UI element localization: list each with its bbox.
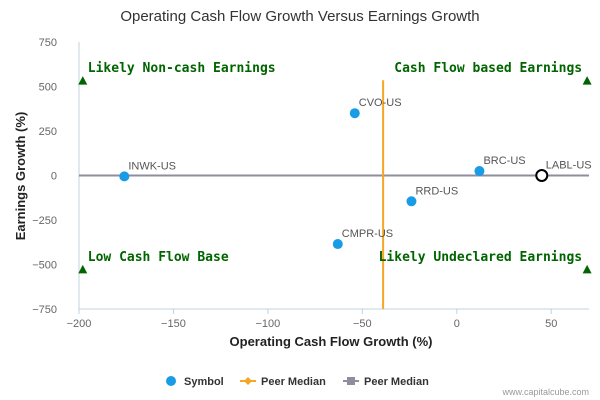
y-tick-label: 750 [39,37,57,49]
data-label-labl-us: LABL-US [546,160,592,172]
quadrant-label-bottom-right: Likely Undeclared Earnings [379,250,583,265]
quadrant-marker [582,76,592,85]
legend-symbol-marker [166,376,176,386]
quadrant-label-top-left: Likely Non-cash Earnings [88,61,276,76]
legend-median-y-marker [347,377,355,385]
data-label-cmpr-us: CMPR-US [342,228,393,240]
x-axis-title: Operating Cash Flow Growth (%) [230,334,433,349]
data-point-inwk-us [119,171,130,182]
x-tick-label: −150 [161,318,186,330]
x-tick-label: 0 [454,318,460,330]
data-label-cvo-us: CVO-US [359,97,402,109]
quadrant-label-bottom-left: Low Cash Flow Base [88,250,229,265]
chart-title: Operating Cash Flow Growth Versus Earnin… [120,8,479,25]
credit-text: www.capitalcube.com [501,387,589,397]
legend-label: Symbol [184,376,224,388]
x-tick-label: −50 [353,318,372,330]
x-tick-label: −100 [255,318,280,330]
quadrant-labels: Likely Non-cash Earnings Cash Flow based … [78,61,592,274]
y-ticks: −750 −500 −250 0 250 500 750 [32,37,57,316]
data-label-inwk-us: INWK-US [128,160,176,172]
quadrant-marker [78,76,88,85]
legend: Symbol Peer Median Peer Median [166,376,429,388]
y-tick-label: 250 [39,126,57,138]
data-point-cvo-us [349,108,360,119]
y-tick-label: −750 [32,304,57,316]
y-tick-label: −500 [32,260,57,272]
quadrant-marker [78,264,88,274]
legend-label: Peer Median [364,376,429,388]
data-points: INWK-US CVO-US RRD-US CMPR-US BRC-US LABL-US [119,97,592,250]
x-tick-label: −200 [67,318,92,330]
quadrant-marker [582,264,592,274]
y-tick-label: −250 [32,215,57,227]
y-axis-title: Earnings Growth (%) [13,112,28,241]
data-point-labl-us [535,169,549,182]
quadrant-label-top-right: Cash Flow based Earnings [394,61,582,76]
y-tick-label: 0 [51,171,57,183]
data-label-brc-us: BRC-US [483,155,525,167]
y-tick-label: 500 [39,82,57,94]
data-point-rrd-us [406,196,417,207]
data-point-cmpr-us [332,239,343,250]
legend-label: Peer Median [261,376,326,388]
data-point-brc-us [474,166,485,177]
x-tick-label: 50 [545,318,557,330]
median-lines [79,80,589,309]
data-label-rrd-us: RRD-US [415,185,458,197]
x-ticks: −200 −150 −100 −50 0 50 [67,309,557,330]
legend-median-x-marker [244,377,252,385]
